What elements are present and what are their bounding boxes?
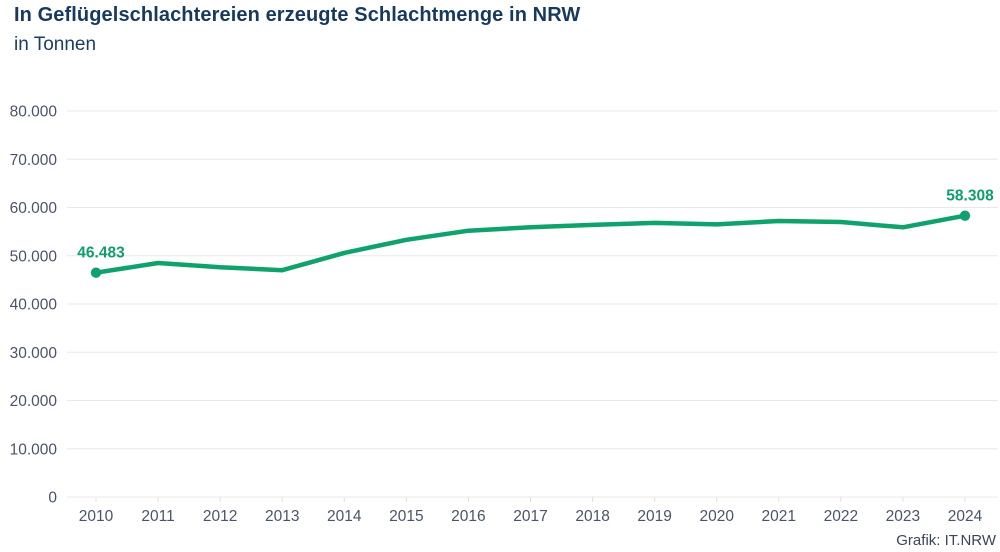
chart-subtitle: in Tonnen: [14, 34, 97, 55]
x-tick-label: 2024: [948, 508, 983, 525]
value-annotation-label: 46.483: [77, 245, 125, 262]
x-axis-labels: 2010 2011 2012 2013 2014 2015 2016 2017 2018 2019…: [79, 508, 983, 525]
x-tick-label: 2015: [389, 508, 423, 525]
x-tick-label: 2013: [265, 508, 299, 525]
x-tick-label: 2019: [637, 508, 671, 525]
x-axis-ticks: [95, 497, 966, 502]
x-tick-label: 2017: [513, 508, 547, 525]
x-tick-label: 2010: [79, 508, 114, 525]
y-tick-label: 20.000: [10, 393, 58, 410]
y-tick-label: 40.000: [10, 297, 58, 314]
data-line-series: [93, 213, 968, 275]
x-tick-label: 2021: [762, 508, 796, 525]
y-tick-label: 50.000: [10, 248, 58, 265]
y-tick-label: 80.000: [10, 104, 58, 121]
y-tick-label: 0: [48, 490, 57, 507]
value-annotation-label: 58.308: [946, 188, 994, 205]
x-tick-label: 2016: [451, 508, 485, 525]
y-tick-label: 60.000: [10, 200, 58, 217]
endpoint-markers: [90, 210, 971, 278]
x-tick-label: 2011: [141, 508, 174, 525]
x-tick-label: 2014: [327, 508, 362, 525]
x-tick-label: 2018: [575, 508, 609, 525]
x-tick-label: 2023: [886, 508, 920, 525]
chart-credit: Grafik: IT.NRW: [896, 532, 996, 549]
x-tick-label: 2022: [824, 508, 858, 525]
y-tick-label: 30.000: [10, 345, 58, 362]
x-tick-label: 2020: [699, 508, 734, 525]
y-tick-label: 10.000: [10, 441, 58, 458]
chart-title: In Geflügelschlachtereien erzeugte Schla…: [14, 4, 581, 26]
y-tick-label: 70.000: [10, 152, 58, 169]
value-annotations: 46.483 58.308: [77, 188, 994, 262]
y-axis-labels: 0 10.000 20.000 30.000 40.000 50.000 60.000 70.…: [10, 104, 58, 507]
data-point-marker: [959, 210, 971, 221]
grid-lines: [67, 110, 998, 498]
x-tick-label: 2012: [203, 508, 237, 525]
data-point-marker: [90, 267, 102, 278]
